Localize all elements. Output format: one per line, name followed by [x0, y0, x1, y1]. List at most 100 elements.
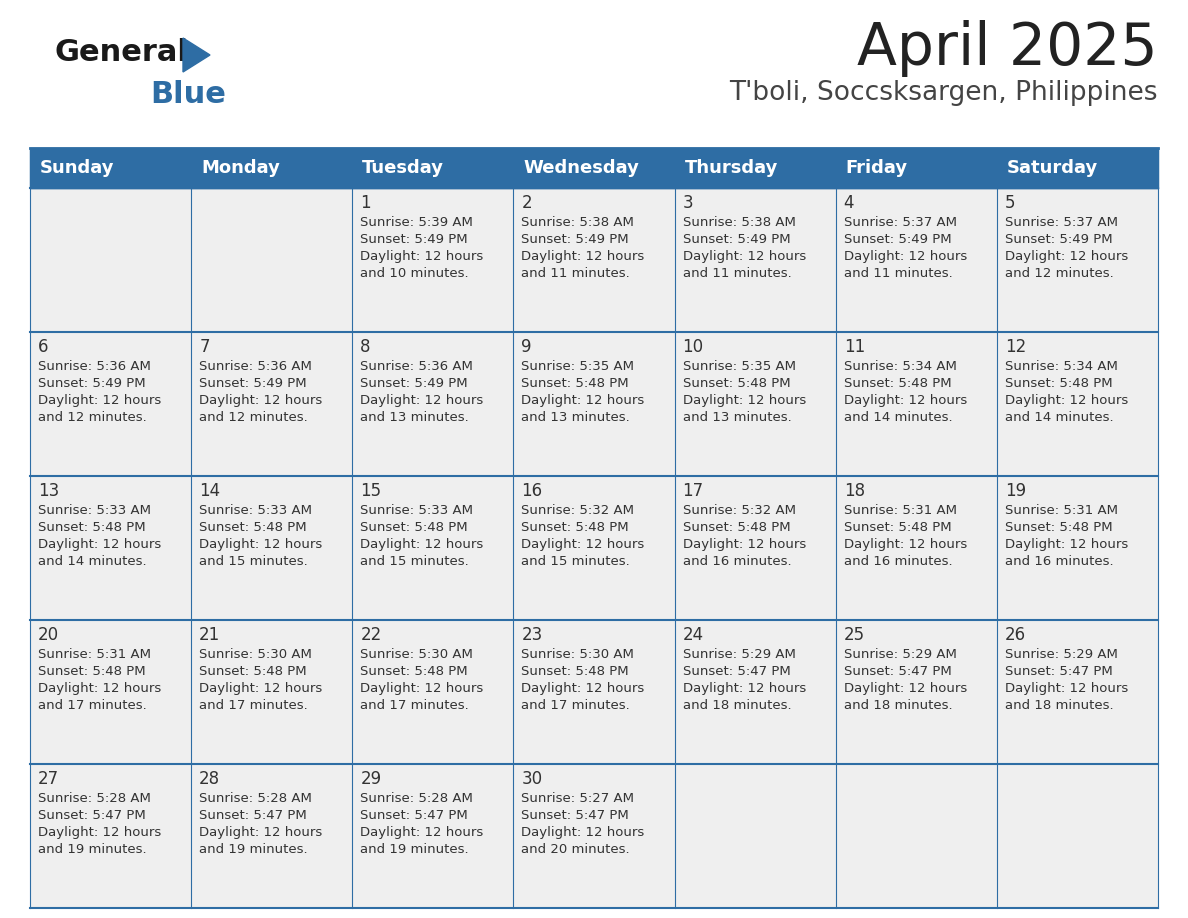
Text: Sunrise: 5:34 AM: Sunrise: 5:34 AM [1005, 360, 1118, 373]
Text: Daylight: 12 hours: Daylight: 12 hours [38, 394, 162, 407]
Text: Sunrise: 5:32 AM: Sunrise: 5:32 AM [683, 504, 796, 517]
Text: Sunset: 5:47 PM: Sunset: 5:47 PM [683, 665, 790, 678]
Text: and 15 minutes.: and 15 minutes. [360, 555, 469, 568]
Text: Daylight: 12 hours: Daylight: 12 hours [200, 682, 322, 695]
Text: 20: 20 [38, 626, 59, 644]
Text: Daylight: 12 hours: Daylight: 12 hours [843, 394, 967, 407]
Text: Sunrise: 5:31 AM: Sunrise: 5:31 AM [843, 504, 956, 517]
Text: 2: 2 [522, 194, 532, 212]
Text: Sunrise: 5:29 AM: Sunrise: 5:29 AM [1005, 648, 1118, 661]
Text: 29: 29 [360, 770, 381, 788]
Text: 1: 1 [360, 194, 371, 212]
Text: Sunrise: 5:28 AM: Sunrise: 5:28 AM [200, 792, 312, 805]
Text: Daylight: 12 hours: Daylight: 12 hours [522, 682, 645, 695]
Text: and 14 minutes.: and 14 minutes. [843, 411, 953, 424]
Text: Sunset: 5:48 PM: Sunset: 5:48 PM [360, 521, 468, 534]
Bar [675, 764, 835, 908]
Text: 22: 22 [360, 626, 381, 644]
Text: 6: 6 [38, 338, 49, 356]
Text: Sunset: 5:49 PM: Sunset: 5:49 PM [843, 233, 952, 246]
Bar [997, 188, 1158, 332]
Bar [353, 764, 513, 908]
Text: 9: 9 [522, 338, 532, 356]
Text: and 17 minutes.: and 17 minutes. [200, 699, 308, 712]
Text: Saturday: Saturday [1007, 159, 1098, 177]
Text: Daylight: 12 hours: Daylight: 12 hours [38, 682, 162, 695]
Bar [30, 148, 1158, 188]
Bar [191, 332, 353, 476]
Text: Sunrise: 5:32 AM: Sunrise: 5:32 AM [522, 504, 634, 517]
Text: Sunrise: 5:28 AM: Sunrise: 5:28 AM [38, 792, 151, 805]
Text: Sunrise: 5:38 AM: Sunrise: 5:38 AM [522, 216, 634, 229]
Text: Sunset: 5:48 PM: Sunset: 5:48 PM [522, 521, 630, 534]
Text: and 16 minutes.: and 16 minutes. [843, 555, 953, 568]
Text: and 11 minutes.: and 11 minutes. [522, 267, 630, 280]
Bar [191, 476, 353, 620]
Bar [835, 188, 997, 332]
Bar [191, 188, 353, 332]
Bar [30, 332, 191, 476]
Bar [30, 620, 191, 764]
Text: 28: 28 [200, 770, 220, 788]
Text: Sunset: 5:48 PM: Sunset: 5:48 PM [1005, 521, 1112, 534]
Bar [835, 620, 997, 764]
Bar [997, 332, 1158, 476]
Text: Daylight: 12 hours: Daylight: 12 hours [843, 250, 967, 263]
Text: Daylight: 12 hours: Daylight: 12 hours [1005, 682, 1129, 695]
Text: 17: 17 [683, 482, 703, 500]
Text: and 17 minutes.: and 17 minutes. [360, 699, 469, 712]
Text: Sunset: 5:49 PM: Sunset: 5:49 PM [1005, 233, 1112, 246]
Text: 8: 8 [360, 338, 371, 356]
Text: Sunset: 5:48 PM: Sunset: 5:48 PM [843, 521, 952, 534]
Bar [191, 764, 353, 908]
Text: Sunrise: 5:31 AM: Sunrise: 5:31 AM [38, 648, 151, 661]
Text: Daylight: 12 hours: Daylight: 12 hours [843, 682, 967, 695]
Text: 27: 27 [38, 770, 59, 788]
Text: Sunset: 5:48 PM: Sunset: 5:48 PM [683, 377, 790, 390]
Text: Sunset: 5:48 PM: Sunset: 5:48 PM [200, 665, 307, 678]
Text: Daylight: 12 hours: Daylight: 12 hours [843, 538, 967, 551]
Text: Sunset: 5:47 PM: Sunset: 5:47 PM [1005, 665, 1113, 678]
Bar [835, 764, 997, 908]
Text: 23: 23 [522, 626, 543, 644]
Text: Sunrise: 5:37 AM: Sunrise: 5:37 AM [1005, 216, 1118, 229]
Text: 14: 14 [200, 482, 220, 500]
Text: Daylight: 12 hours: Daylight: 12 hours [360, 394, 484, 407]
Text: and 14 minutes.: and 14 minutes. [1005, 411, 1113, 424]
Text: Sunrise: 5:36 AM: Sunrise: 5:36 AM [200, 360, 312, 373]
Text: and 13 minutes.: and 13 minutes. [522, 411, 630, 424]
Text: Sunset: 5:48 PM: Sunset: 5:48 PM [683, 521, 790, 534]
Text: and 17 minutes.: and 17 minutes. [522, 699, 630, 712]
Text: Daylight: 12 hours: Daylight: 12 hours [360, 250, 484, 263]
Text: Sunrise: 5:33 AM: Sunrise: 5:33 AM [38, 504, 151, 517]
Bar [513, 332, 675, 476]
Text: Sunday: Sunday [40, 159, 114, 177]
Text: Daylight: 12 hours: Daylight: 12 hours [683, 394, 805, 407]
Bar [835, 332, 997, 476]
Bar [191, 620, 353, 764]
Text: 4: 4 [843, 194, 854, 212]
Bar [353, 188, 513, 332]
Text: Daylight: 12 hours: Daylight: 12 hours [1005, 250, 1129, 263]
Text: Daylight: 12 hours: Daylight: 12 hours [683, 250, 805, 263]
Text: Thursday: Thursday [684, 159, 778, 177]
Text: and 10 minutes.: and 10 minutes. [360, 267, 469, 280]
Text: Sunrise: 5:37 AM: Sunrise: 5:37 AM [843, 216, 956, 229]
Text: Sunrise: 5:33 AM: Sunrise: 5:33 AM [200, 504, 312, 517]
Text: Sunrise: 5:38 AM: Sunrise: 5:38 AM [683, 216, 796, 229]
Text: and 18 minutes.: and 18 minutes. [1005, 699, 1113, 712]
Bar [353, 476, 513, 620]
Text: 26: 26 [1005, 626, 1026, 644]
Text: Sunset: 5:49 PM: Sunset: 5:49 PM [200, 377, 307, 390]
Text: 21: 21 [200, 626, 221, 644]
Text: Blue: Blue [150, 80, 226, 109]
Text: Sunset: 5:48 PM: Sunset: 5:48 PM [843, 377, 952, 390]
Text: and 13 minutes.: and 13 minutes. [360, 411, 469, 424]
Text: Sunrise: 5:35 AM: Sunrise: 5:35 AM [522, 360, 634, 373]
Text: and 19 minutes.: and 19 minutes. [360, 843, 469, 856]
Text: Daylight: 12 hours: Daylight: 12 hours [683, 538, 805, 551]
Bar [30, 188, 191, 332]
Text: Sunset: 5:47 PM: Sunset: 5:47 PM [38, 809, 146, 822]
Bar [30, 764, 191, 908]
Text: 16: 16 [522, 482, 543, 500]
